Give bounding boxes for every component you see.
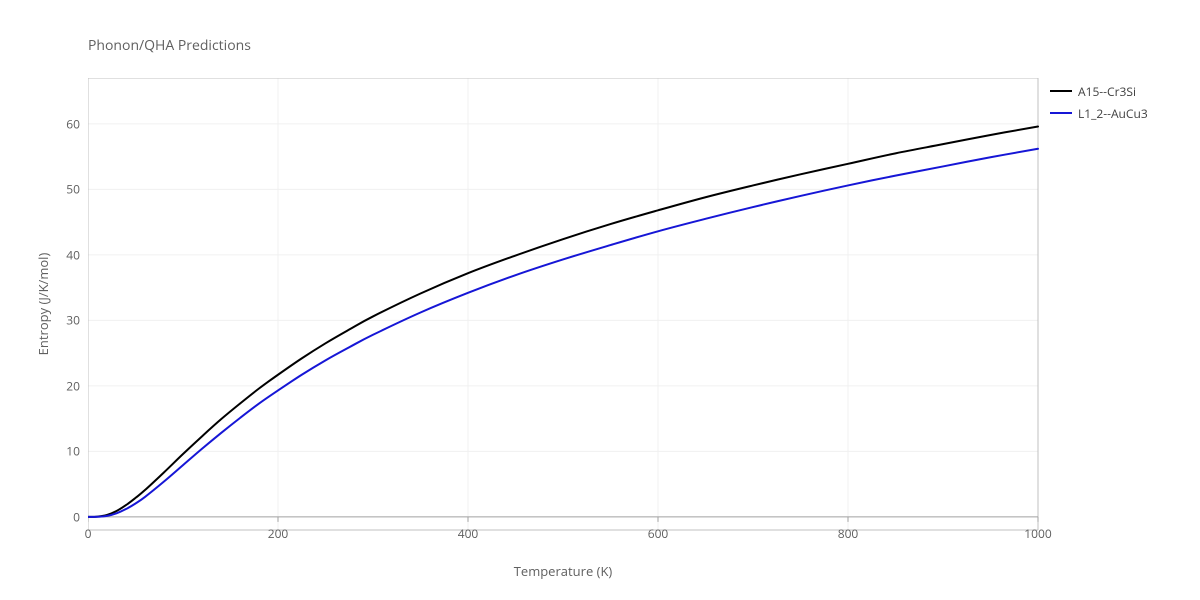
legend-item[interactable]: A15--Cr3Si bbox=[1050, 82, 1148, 100]
y-tick-label: 50 bbox=[60, 181, 80, 198]
y-tick-label: 10 bbox=[60, 443, 80, 460]
chart-title: Phonon/QHA Predictions bbox=[88, 36, 251, 55]
legend-item[interactable]: L1_2--AuCu3 bbox=[1050, 104, 1148, 122]
legend: A15--Cr3Si L1_2--AuCu3 bbox=[1050, 82, 1148, 126]
y-tick-label: 30 bbox=[60, 312, 80, 329]
legend-label: L1_2--AuCu3 bbox=[1078, 105, 1148, 122]
legend-swatch bbox=[1050, 90, 1072, 92]
series-line[interactable] bbox=[88, 126, 1038, 516]
y-tick-label: 20 bbox=[60, 377, 80, 394]
x-tick-label: 1000 bbox=[1024, 525, 1051, 542]
x-tick-label: 200 bbox=[268, 525, 289, 542]
x-axis-label: Temperature (K) bbox=[0, 562, 1126, 580]
x-tick-label: 0 bbox=[85, 525, 92, 542]
x-tick-label: 400 bbox=[458, 525, 479, 542]
y-tick-label: 40 bbox=[60, 246, 80, 263]
y-axis-label: Entropy (J/K/mol) bbox=[34, 204, 52, 404]
y-tick-label: 60 bbox=[60, 115, 80, 132]
plot-area bbox=[88, 78, 1040, 532]
legend-swatch bbox=[1050, 112, 1072, 114]
legend-label: A15--Cr3Si bbox=[1078, 83, 1136, 100]
x-tick-label: 600 bbox=[648, 525, 669, 542]
x-tick-label: 800 bbox=[838, 525, 859, 542]
y-tick-label: 0 bbox=[60, 508, 80, 525]
series-line[interactable] bbox=[88, 149, 1038, 517]
chart-container: { "chart": { "type": "line", "title": "P… bbox=[0, 0, 1200, 600]
